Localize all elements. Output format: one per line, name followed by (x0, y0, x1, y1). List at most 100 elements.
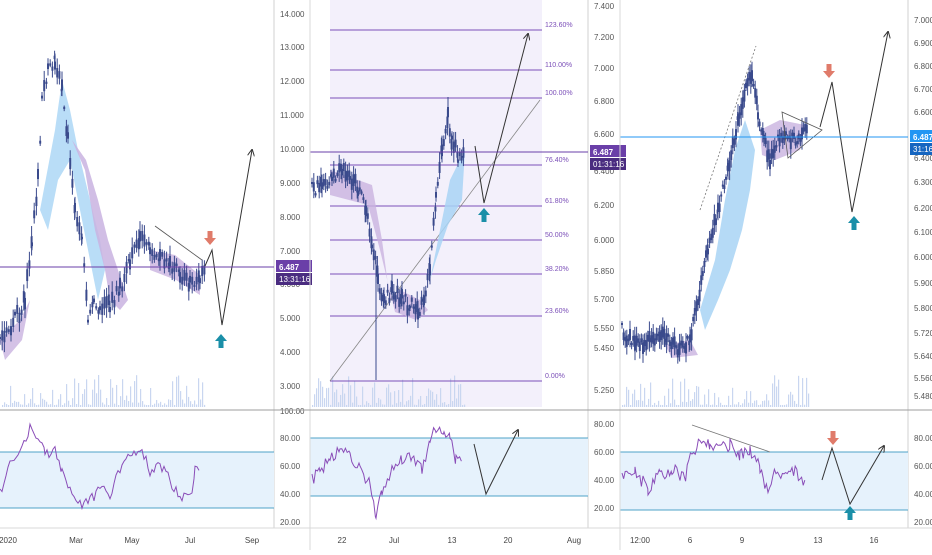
volume-bar (640, 383, 642, 407)
volume-bar (364, 404, 366, 407)
volume-bar (808, 393, 810, 407)
cloud-bearish (330, 170, 428, 320)
volume-bar (326, 388, 328, 407)
volume-bar (134, 381, 136, 407)
volume-bar (408, 400, 410, 407)
volume-bar (316, 388, 318, 407)
price-tag (910, 130, 932, 142)
candle-body (143, 234, 146, 247)
volume-bar (720, 402, 722, 407)
candle-body (621, 323, 623, 326)
price-tick-label: 14.000 (280, 10, 305, 19)
time-tick-label: Jul (185, 536, 195, 545)
candle-body (368, 228, 371, 237)
volume-bar (726, 404, 728, 407)
candle-body (648, 331, 651, 342)
candle-body (693, 308, 696, 316)
candle-body (161, 251, 164, 257)
volume-bar (390, 392, 392, 407)
candle-body (123, 273, 126, 283)
volume-bar (438, 404, 440, 407)
price-tick-label: 5.250 (594, 386, 615, 395)
candle-body (730, 150, 733, 161)
volume-bar (730, 404, 732, 407)
volume-bar (372, 387, 374, 407)
volume-bar (648, 398, 650, 407)
volume-bar (70, 404, 72, 407)
candle-body (761, 127, 764, 136)
volume-bar (668, 388, 670, 407)
candle-body (0, 337, 1, 340)
volume-bar (636, 400, 638, 407)
volume-bar (404, 404, 406, 407)
arrow-down-icon (827, 431, 839, 445)
time-tick-label: Jul (389, 536, 399, 545)
volume-bar (52, 389, 54, 407)
volume-bar (166, 404, 168, 407)
volume-bar (122, 379, 124, 407)
volume-bar (670, 403, 672, 407)
price-tick-label: 7.000 (280, 247, 301, 256)
volume-bar (376, 402, 378, 407)
volume-bar (60, 394, 62, 407)
volume-bar (88, 404, 90, 407)
candle-body (451, 135, 453, 140)
candle-body (16, 304, 19, 314)
price-tick-label: 5.700 (594, 295, 615, 304)
candle-body (741, 97, 744, 109)
candle-body (642, 342, 644, 354)
volume-bar (100, 389, 102, 407)
candle-body (683, 346, 686, 349)
volume-bar (452, 401, 454, 407)
price-tick-label: 6.800 (914, 62, 932, 71)
volume-bar (162, 404, 164, 407)
volume-bar (140, 388, 142, 407)
volume-bar (736, 404, 738, 407)
time-tick-label: 9 (740, 536, 745, 545)
candle-body (103, 296, 106, 309)
candle-body (56, 68, 59, 78)
price-tick-label: 9.000 (280, 179, 301, 188)
candle-body (404, 294, 407, 297)
volume-bar (142, 401, 144, 407)
candle-body (634, 341, 636, 351)
candle-body (781, 137, 784, 144)
candle-body (681, 340, 684, 348)
candle-body (370, 236, 373, 249)
candle-body (54, 61, 56, 70)
candle-body (728, 160, 731, 172)
volume-bar (98, 375, 100, 407)
volume-bar (204, 404, 206, 407)
volume-bar (28, 403, 30, 407)
candle-body (67, 132, 69, 139)
candle-body (673, 336, 676, 348)
candle-body (678, 342, 681, 355)
volume-bar (84, 389, 86, 407)
volume-bar (400, 401, 402, 407)
candle-body (446, 116, 449, 129)
candle-body (625, 335, 628, 347)
candle-body (26, 269, 29, 282)
volume-bar (126, 395, 128, 407)
candle-body (748, 71, 751, 81)
volume-bar (62, 404, 64, 407)
rsi-tick-label: 100.00 (280, 407, 305, 416)
candle-body (417, 308, 419, 320)
candle-body (376, 265, 379, 277)
cloud-bullish (40, 80, 105, 300)
volume-bar (50, 404, 52, 407)
countdown-label: 01:31:16 (593, 160, 625, 169)
candle-body (101, 303, 104, 315)
candle-body (1, 330, 4, 341)
candle-body (457, 159, 459, 163)
fib-level-label: 110.00% (545, 62, 572, 69)
volume-bar (6, 404, 8, 407)
candle-body (358, 187, 361, 192)
price-tick-label: 6.000 (914, 253, 932, 262)
volume-bar (674, 399, 676, 407)
candle-body (738, 112, 741, 119)
volume-bar (458, 384, 460, 407)
candle-body (352, 174, 355, 187)
volume-bar (350, 385, 352, 407)
